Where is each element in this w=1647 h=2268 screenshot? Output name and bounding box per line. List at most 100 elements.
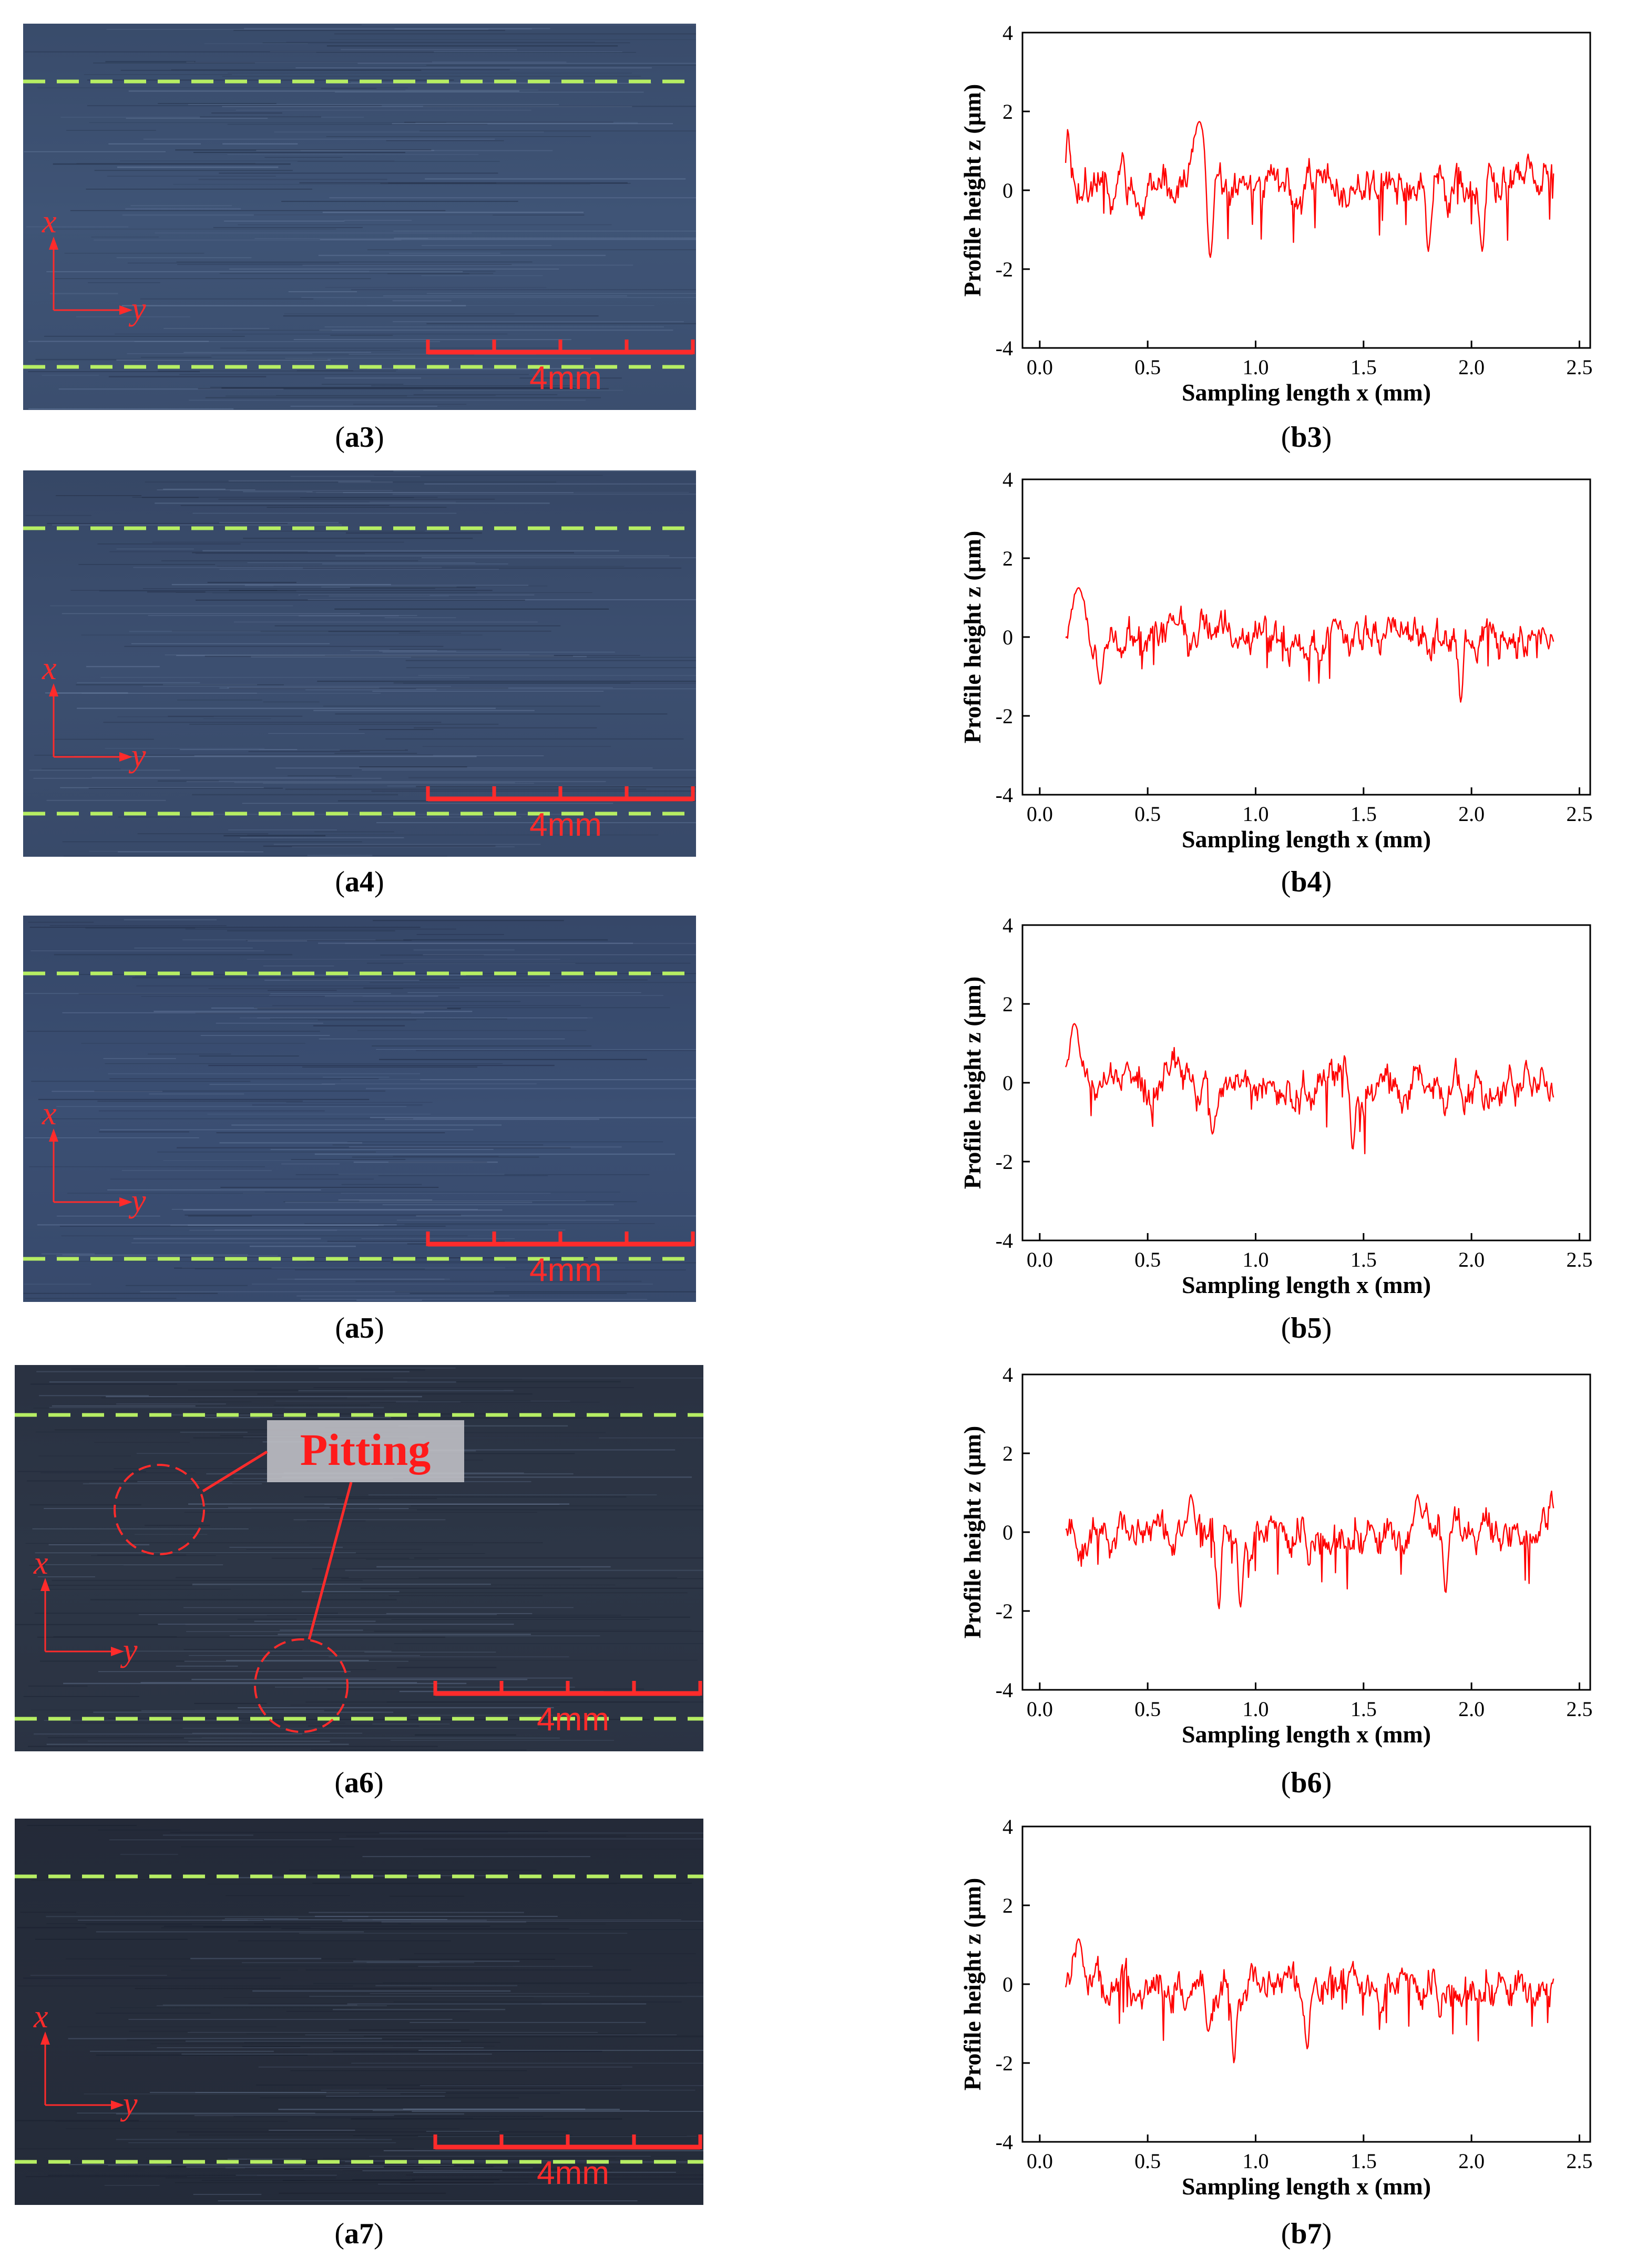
x-tick-label: 2.5 xyxy=(1566,1248,1592,1271)
y-tick-label: -2 xyxy=(996,1150,1013,1174)
caption-b6: (b6) xyxy=(1281,1767,1332,1799)
x-tick-label: 1.0 xyxy=(1242,355,1269,379)
y-tick-label: -2 xyxy=(996,258,1013,281)
x-axis-label: Sampling length x (mm) xyxy=(1182,826,1431,853)
y-axis-label: Profile height z (μm) xyxy=(959,1878,986,2091)
x-tick-label: 2.0 xyxy=(1458,1248,1485,1271)
x-tick-label: 1.5 xyxy=(1351,355,1377,379)
x-tick-label: 0.5 xyxy=(1134,1248,1161,1271)
y-tick-label: -2 xyxy=(996,2051,1013,2075)
x-tick-label: 1.5 xyxy=(1351,2149,1377,2173)
y-axis-label: Profile height z (μm) xyxy=(959,84,986,297)
profile-chart-b7: 0.0 0.5 1.0 1.5 2.0 2.5 4 2 0 -2 -4 Sampling length… xyxy=(959,1815,1592,2200)
x-tick-label: 2.0 xyxy=(1458,355,1485,379)
x-tick-label: 0.5 xyxy=(1134,2149,1161,2173)
x-tick-label: 0.5 xyxy=(1134,802,1161,826)
micrograph-a7: x y 4mm xyxy=(15,1819,703,2205)
caption-a7: (a7) xyxy=(334,2218,384,2250)
y-tick-label: 2 xyxy=(1002,547,1013,570)
caption-b4: (b4) xyxy=(1281,866,1332,898)
caption-a3: (a3) xyxy=(335,421,384,454)
axis-x-label: x xyxy=(42,204,57,240)
axis-x-label: x xyxy=(33,1999,48,2035)
axis-x-label: x xyxy=(42,1096,57,1132)
xy-axis-indicator: xy xyxy=(33,1999,138,2122)
y-tick-label: 0 xyxy=(1002,1973,1013,1996)
x-axis-label: Sampling length x (mm) xyxy=(1182,1721,1431,1748)
caption-b7: (b7) xyxy=(1281,2218,1332,2250)
x-tick-label: 0.0 xyxy=(1027,355,1053,379)
x-tick-label: 0.0 xyxy=(1027,1248,1053,1271)
y-tick-label: -4 xyxy=(996,1678,1013,1702)
caption-b5: (b5) xyxy=(1281,1312,1332,1345)
y-tick-label: -4 xyxy=(996,2130,1013,2154)
caption-a4: (a4) xyxy=(335,866,384,898)
x-tick-label: 2.0 xyxy=(1458,2149,1485,2173)
x-tick-label: 2.5 xyxy=(1566,1697,1592,1721)
pitting-annotation: Pitting xyxy=(114,1420,464,1733)
y-tick-label: 0 xyxy=(1002,1521,1013,1544)
micrograph-a3: x y 4mm xyxy=(23,24,696,410)
y-tick-label: -4 xyxy=(996,783,1013,807)
y-tick-label: -4 xyxy=(996,1229,1013,1253)
x-tick-label: 1.0 xyxy=(1242,1697,1269,1721)
axis-x-label: x xyxy=(33,1545,48,1581)
plot-frame xyxy=(1021,1373,1591,1691)
y-tick-label: 2 xyxy=(1002,1894,1013,1917)
axis-y-label: y xyxy=(120,1633,138,1668)
axis-y-label: y xyxy=(120,2086,138,2122)
scale-bar: 4mm xyxy=(426,1232,695,1288)
x-tick-label: 2.0 xyxy=(1458,802,1485,826)
micrograph-a4: x y 4mm xyxy=(23,470,696,857)
profile-series-line xyxy=(1065,1023,1554,1155)
y-axis-label: Profile height z (μm) xyxy=(959,1426,986,1639)
y-tick-label: -4 xyxy=(996,336,1013,360)
x-axis-label: Sampling length x (mm) xyxy=(1182,1271,1431,1298)
axis-y-label: y xyxy=(128,738,146,774)
x-tick-label: 2.5 xyxy=(1566,2149,1592,2173)
x-tick-label: 1.0 xyxy=(1242,2149,1269,2173)
x-tick-label: 0.0 xyxy=(1027,802,1053,826)
x-tick-label: 2.5 xyxy=(1566,802,1592,826)
axis-y-label: y xyxy=(128,1183,146,1219)
y-tick-label: 2 xyxy=(1002,100,1013,124)
x-tick-label: 1.5 xyxy=(1351,1248,1377,1271)
caption-a5: (a5) xyxy=(335,1312,384,1345)
y-axis-label: Profile height z (μm) xyxy=(959,977,986,1189)
profile-chart-b5: 0.0 0.5 1.0 1.5 2.0 2.5 4 2 0 -2 -4 Sampling length… xyxy=(959,914,1592,1298)
x-tick-label: 0.5 xyxy=(1134,1697,1161,1721)
y-tick-label: 4 xyxy=(1002,468,1013,491)
x-axis-label: Sampling length x (mm) xyxy=(1182,379,1431,406)
x-tick-label: 2.0 xyxy=(1458,1697,1485,1721)
pitting-label: Pitting xyxy=(300,1424,431,1475)
y-axis-label: Profile height z (μm) xyxy=(959,531,986,744)
micrograph-a5: x y 4mm xyxy=(23,916,696,1302)
y-tick-label: 4 xyxy=(1002,1815,1013,1839)
x-tick-label: 0.0 xyxy=(1027,2149,1053,2173)
profile-chart-b3: 0.0 0.5 1.0 1.5 2.0 2.5 4 2 0 -2 -4 Sampling length… xyxy=(959,21,1592,406)
scale-bar: 4mm xyxy=(433,1681,702,1738)
x-tick-label: 1.0 xyxy=(1242,802,1269,826)
y-tick-label: 4 xyxy=(1002,21,1013,45)
y-tick-label: 0 xyxy=(1002,625,1013,649)
xy-axis-indicator: xy xyxy=(33,1545,138,1668)
axis-y-label: y xyxy=(128,291,146,327)
caption-a6: (a6) xyxy=(334,1767,384,1799)
micrograph-a6: x y 4mm Pitting xyxy=(15,1365,703,1751)
axis-x-label: x xyxy=(42,651,57,686)
xy-axis-indicator: xy xyxy=(42,204,146,327)
plot-frame xyxy=(1021,478,1591,796)
caption-b3: (b3) xyxy=(1281,421,1332,454)
scale-bar-label: 4mm xyxy=(529,360,602,396)
scale-bar-label: 4mm xyxy=(537,2155,609,2191)
x-tick-label: 1.5 xyxy=(1351,1697,1377,1721)
x-tick-label: 1.5 xyxy=(1351,802,1377,826)
scale-bar: 4mm xyxy=(433,2134,702,2191)
x-tick-label: 0.5 xyxy=(1134,355,1161,379)
scale-bar-label: 4mm xyxy=(537,1701,609,1738)
xy-axis-indicator: xy xyxy=(42,1096,146,1219)
profile-chart-b6: 0.0 0.5 1.0 1.5 2.0 2.5 4 2 0 -2 -4 Sampling length… xyxy=(959,1363,1592,1748)
scale-bar-label: 4mm xyxy=(529,1252,602,1288)
x-tick-label: 1.0 xyxy=(1242,1248,1269,1271)
y-tick-label: 4 xyxy=(1002,1363,1013,1387)
